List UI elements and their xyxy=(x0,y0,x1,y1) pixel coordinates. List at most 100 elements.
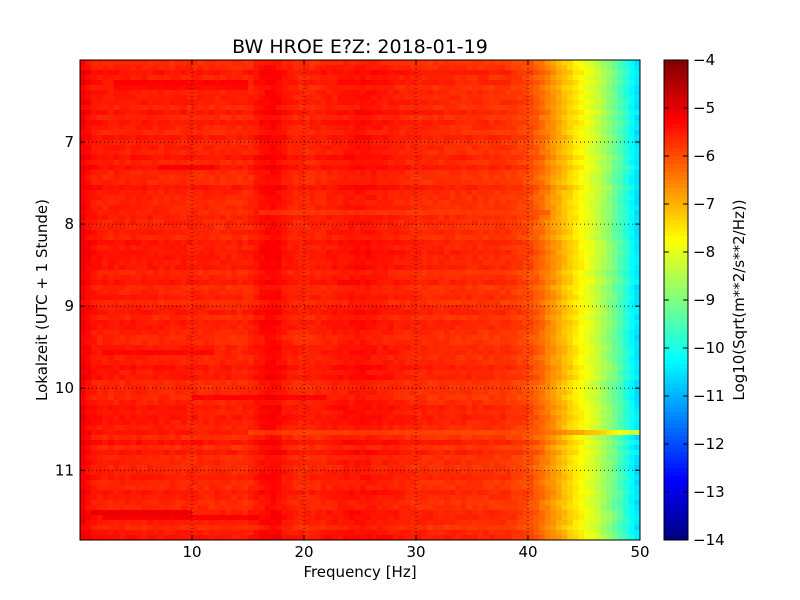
heatmap-cell xyxy=(225,265,232,271)
heatmap-cell xyxy=(108,265,114,271)
heatmap-cell xyxy=(242,190,249,196)
heatmap-cell xyxy=(522,250,529,256)
heatmap-cell xyxy=(427,215,434,221)
heatmap-cell xyxy=(315,280,322,286)
heatmap-cell xyxy=(354,130,361,136)
heatmap-cell xyxy=(584,145,590,151)
heatmap-cell xyxy=(119,65,126,71)
heatmap-cell xyxy=(432,160,439,166)
heatmap-cell xyxy=(264,220,271,226)
heatmap-cell xyxy=(259,80,266,86)
heatmap-cell xyxy=(365,285,372,291)
heatmap-cell xyxy=(96,105,103,111)
heatmap-cell xyxy=(326,95,333,101)
heatmap-cell xyxy=(360,240,366,246)
heatmap-cell xyxy=(432,260,439,266)
heatmap-cell xyxy=(197,270,204,276)
heatmap-cell xyxy=(533,170,540,176)
heatmap-cell xyxy=(242,200,249,206)
heatmap-cell xyxy=(186,235,193,241)
heatmap-cell xyxy=(253,145,260,151)
heatmap-cell xyxy=(488,300,495,306)
heatmap-cell xyxy=(147,80,154,86)
heatmap-cell xyxy=(136,145,142,151)
heatmap-cell xyxy=(225,80,232,86)
heatmap-cell xyxy=(371,135,378,141)
heatmap-cell xyxy=(427,105,434,111)
heatmap-cell xyxy=(119,240,126,246)
heatmap-cell xyxy=(124,130,131,136)
heatmap-cell xyxy=(102,130,109,136)
heatmap-cell xyxy=(376,70,383,76)
heatmap-cell xyxy=(572,305,579,311)
heatmap-cell xyxy=(472,275,478,281)
heatmap-cell xyxy=(600,85,607,91)
heatmap-cell xyxy=(119,165,126,171)
heatmap-cell xyxy=(85,130,92,136)
heatmap-cell xyxy=(516,295,523,301)
heatmap-cell xyxy=(304,300,310,306)
heatmap-cell xyxy=(276,155,282,161)
heatmap-cell xyxy=(544,170,551,176)
heatmap-cell xyxy=(85,125,92,131)
heatmap-cell xyxy=(231,240,238,246)
heatmap-cell xyxy=(192,80,198,86)
heatmap-cell xyxy=(427,70,434,76)
heatmap-cell xyxy=(220,220,226,226)
heatmap-cell xyxy=(388,225,394,231)
heatmap-cell xyxy=(180,155,187,161)
heatmap-cell xyxy=(578,85,585,91)
heatmap-cell xyxy=(292,235,299,241)
heatmap-cell xyxy=(617,80,624,86)
heatmap-cell xyxy=(270,60,277,66)
heatmap-cell xyxy=(365,305,372,311)
heatmap-cell xyxy=(197,130,204,136)
heatmap-cell xyxy=(85,115,92,121)
heatmap-cell xyxy=(533,75,540,81)
heatmap-cell xyxy=(197,195,204,201)
heatmap-cell xyxy=(595,245,602,251)
heatmap-cell xyxy=(494,105,501,111)
heatmap-cell xyxy=(388,110,394,116)
heatmap-cell xyxy=(544,230,551,236)
heatmap-cell xyxy=(337,150,344,156)
heatmap-cell xyxy=(315,285,322,291)
heatmap-cell xyxy=(410,290,417,296)
heatmap-cell xyxy=(444,110,450,116)
heatmap-cell xyxy=(382,95,389,101)
heatmap-cell xyxy=(572,290,579,296)
heatmap-cell xyxy=(612,270,618,276)
heatmap-cell xyxy=(432,190,439,196)
heatmap-cell xyxy=(421,65,428,71)
heatmap-cell xyxy=(152,70,159,76)
heatmap-cell xyxy=(404,205,411,211)
heatmap-cell xyxy=(567,110,574,116)
heatmap-cell xyxy=(85,265,92,271)
heatmap-cell xyxy=(388,150,394,156)
heatmap-cell xyxy=(264,160,271,166)
heatmap-cell xyxy=(432,305,439,311)
heatmap-cell xyxy=(634,240,641,246)
heatmap-cell xyxy=(102,70,109,76)
heatmap-cell xyxy=(96,215,103,221)
heatmap-cell xyxy=(528,265,534,271)
heatmap-cell xyxy=(382,115,389,121)
heatmap-cell xyxy=(208,170,215,176)
heatmap-cell xyxy=(136,220,142,226)
heatmap-cell xyxy=(494,135,501,141)
heatmap-cell xyxy=(113,115,120,121)
heatmap-cell xyxy=(600,125,607,131)
heatmap-cell xyxy=(108,125,114,131)
heatmap-cell xyxy=(371,170,378,176)
heatmap-cell xyxy=(427,255,434,261)
heatmap-cell xyxy=(472,295,478,301)
heatmap-cell xyxy=(360,115,366,121)
heatmap-cell xyxy=(388,270,394,276)
heatmap-cell xyxy=(158,240,165,246)
heatmap-cell xyxy=(617,195,624,201)
heatmap-cell xyxy=(399,80,406,86)
heatmap-cell xyxy=(180,80,187,86)
heatmap-cell xyxy=(455,305,462,311)
heatmap-cell xyxy=(556,125,562,131)
heatmap-cell xyxy=(556,285,562,291)
